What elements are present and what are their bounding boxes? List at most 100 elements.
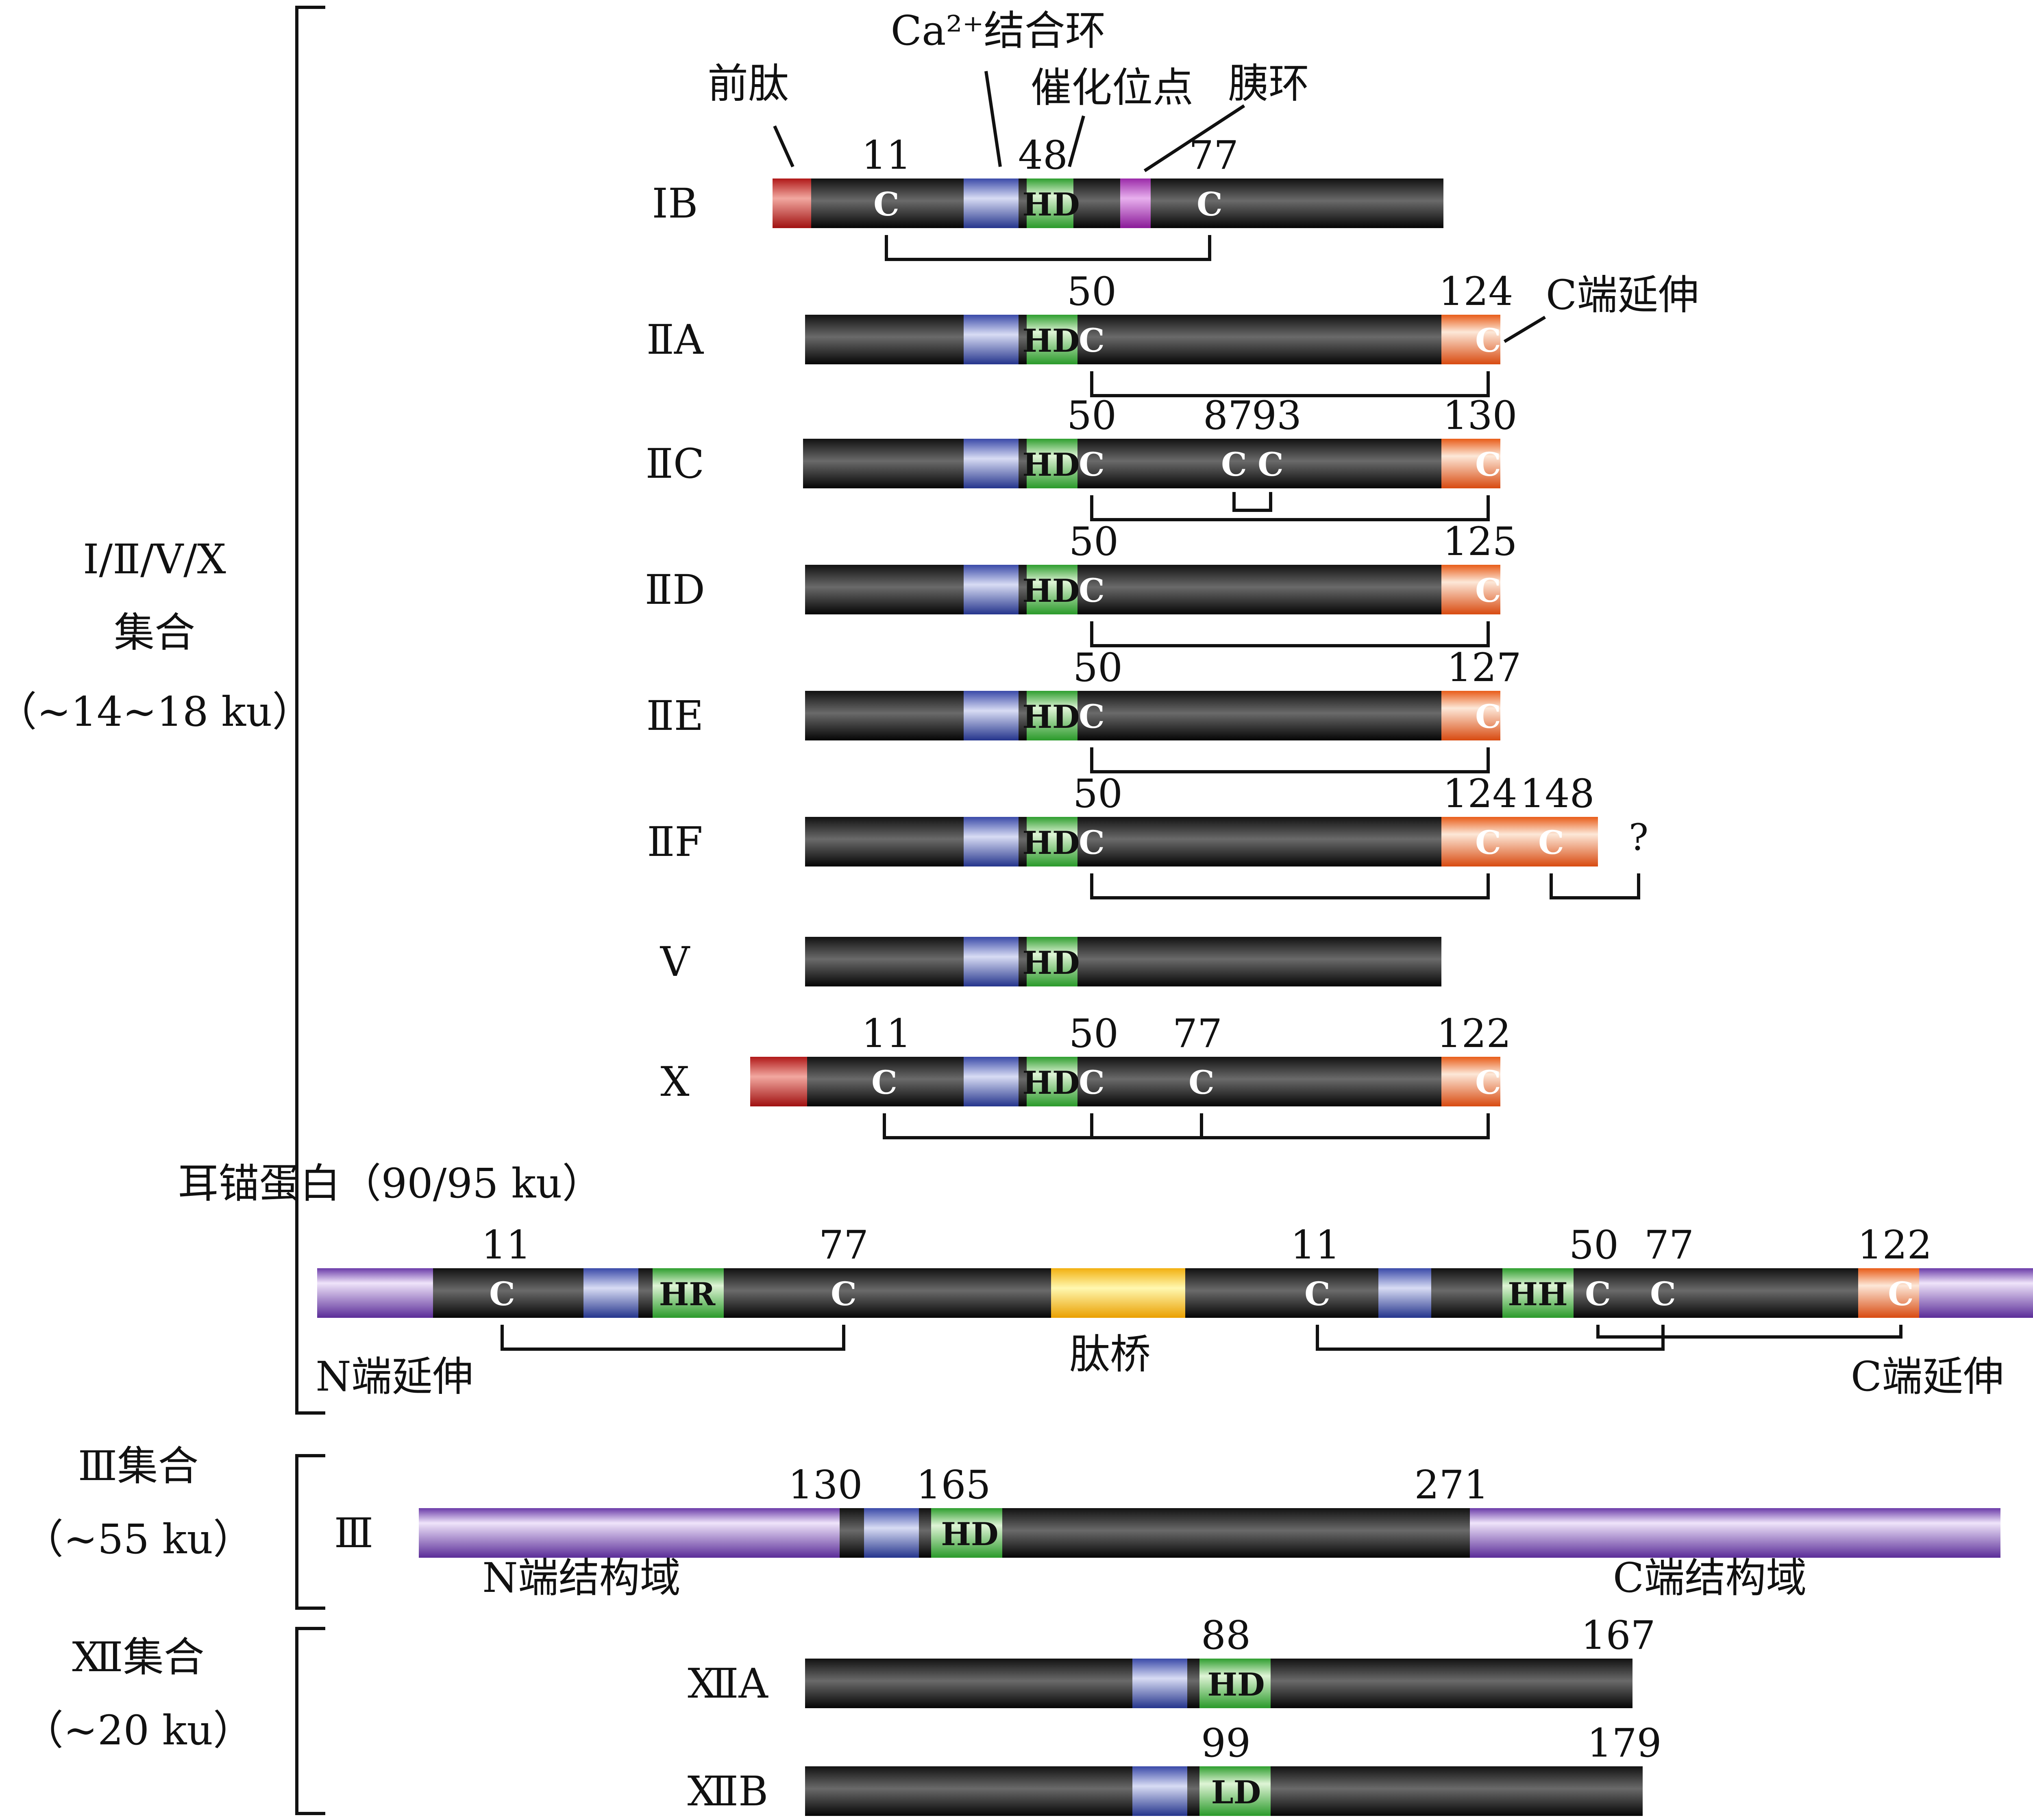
residue-number: 87: [1203, 393, 1253, 438]
backbone-segment: [1019, 691, 1027, 740]
residue-number: 88: [1201, 1613, 1251, 1658]
disulfide-bridge: [1550, 873, 1640, 899]
domain-hr-label: HR: [659, 1276, 716, 1313]
c-extension-segment: [1441, 439, 1500, 488]
row-group12-0: HD 88 167 ⅫA: [688, 1613, 1656, 1708]
residue-number: 11: [481, 1222, 531, 1268]
domain-hd-label: HD: [1022, 699, 1080, 736]
backbone-segment: [1151, 179, 1443, 228]
catalytic-hd-segment: [1027, 937, 1077, 986]
backbone-segment: [1077, 315, 1441, 364]
residue-number: 124: [1443, 771, 1517, 816]
ca-loop-annotation: Ca²⁺结合环: [890, 7, 1106, 54]
disulfide-bridge: [1090, 747, 1490, 773]
backbone-segment: [811, 179, 964, 228]
ca-loop-segment: [964, 817, 1019, 866]
isoform-label: ⅡA: [646, 316, 704, 364]
catalytic-hd-segment: [1027, 315, 1077, 364]
group1-label-2: 集合: [114, 609, 195, 656]
catalytic-hd-segment: [1027, 565, 1077, 614]
cysteine-label: C: [1079, 1063, 1105, 1102]
backbone-segment: [1271, 1766, 1643, 1816]
backbone-segment: [1185, 1268, 1378, 1318]
backbone-segment: [1077, 565, 1441, 614]
cysteine-label: C: [871, 1063, 897, 1102]
disulfide-bridge: [1090, 495, 1490, 521]
backbone-segment: [805, 1766, 1132, 1816]
peptide-bridge-label: 肽桥: [1069, 1330, 1151, 1378]
catalytic-hd-segment: [931, 1508, 1002, 1558]
row-otoconin: HR HH C C C C C C 11 77 11 50 77 122 耳锚蛋白（90/95 ku） N端延…: [178, 1160, 2033, 1400]
residue-number: 124: [1439, 269, 1513, 314]
group3-size: （~20 ku）: [23, 1707, 254, 1754]
c-extension-segment: [1441, 691, 1500, 740]
disulfide-bridge: [1232, 492, 1272, 512]
backbone-segment: [724, 1268, 1051, 1318]
backbone-segment: [1019, 179, 1027, 228]
isoform-label: ⅡF: [647, 818, 703, 866]
cysteine-label: C: [1079, 445, 1105, 483]
domain-hh-label: HH: [1508, 1276, 1567, 1313]
backbone-segment: [1077, 817, 1441, 866]
cysteine-label: C: [1475, 571, 1501, 610]
disulfide-bridge: [501, 1325, 845, 1351]
cysteine-label: C: [1888, 1275, 1914, 1313]
isoform-label: ⅡD: [645, 566, 705, 614]
group2-size: （~55 ku）: [23, 1515, 254, 1563]
residue-number: 77: [819, 1222, 868, 1268]
cysteine-label: C: [1258, 445, 1284, 483]
isoform-label: ⅫA: [688, 1660, 768, 1707]
propeptide-pointer: [773, 125, 794, 168]
cysteine-label: C: [1197, 185, 1223, 223]
ca-loop-segment: [1132, 1659, 1187, 1708]
backbone-segment: [1187, 1659, 1199, 1708]
c-extension-segment: [1441, 315, 1500, 364]
ca-loop-segment: [583, 1268, 638, 1318]
cysteine-label: C: [1650, 1275, 1676, 1313]
domain-hd-label: HD: [1022, 322, 1080, 359]
residue-number: 130: [788, 1462, 862, 1508]
isoform-label: Ⅹ: [660, 1058, 689, 1106]
domain-hd-label: HD: [1022, 1065, 1080, 1102]
row-ib: HD C C 11 48 77 ⅠB: [652, 133, 1443, 261]
backbone-segment: [1431, 1268, 1502, 1318]
disulfide-bridge: [1090, 371, 1490, 397]
n-extension-label: N端延伸: [316, 1353, 473, 1400]
cysteine-label: C: [489, 1275, 515, 1313]
ca-loop-segment: [964, 937, 1019, 986]
residue-number: 77: [1189, 133, 1239, 178]
c-extension-label: C端延伸: [1851, 1353, 2004, 1400]
disulfide-bridge: [883, 1113, 1203, 1139]
backbone-segment: [1073, 179, 1120, 228]
cysteine-label: C: [1188, 1063, 1215, 1102]
c-domain-label: C端结构域: [1613, 1554, 1807, 1602]
residue-number: 99: [1201, 1720, 1251, 1766]
residue-number: 127: [1447, 645, 1521, 690]
ca-loop-segment: [864, 1508, 919, 1558]
disulfide-bridge: [885, 235, 1211, 261]
catalytic-hd-segment: [1027, 817, 1077, 866]
backbone-segment: [1019, 439, 1027, 488]
residue-number: 122: [1437, 1011, 1511, 1056]
cysteine-label: C: [1538, 823, 1564, 862]
residue-number: 179: [1587, 1720, 1661, 1766]
row-group12-1: LD 99 179 ⅫB: [688, 1720, 1662, 1816]
cysteine-label: C: [1475, 321, 1501, 359]
backbone-segment: [1019, 1057, 1027, 1106]
pancreatic-loop-segment: [1120, 179, 1151, 228]
cysteine-label: C: [1079, 321, 1105, 359]
domain-hd-label: HD: [1022, 446, 1080, 483]
isoform-label: ⅫB: [688, 1768, 768, 1815]
backbone-segment: [805, 315, 964, 364]
cysteine-label: C: [1079, 571, 1105, 610]
c-extension-segment: [1441, 1057, 1500, 1106]
backbone-segment: [805, 565, 964, 614]
backbone-segment: [805, 1659, 1132, 1708]
backbone-segment: [805, 937, 964, 986]
domain-hd-label: HD: [1022, 186, 1080, 223]
ca-loop-segment: [964, 439, 1019, 488]
ca-loop-segment: [964, 691, 1019, 740]
